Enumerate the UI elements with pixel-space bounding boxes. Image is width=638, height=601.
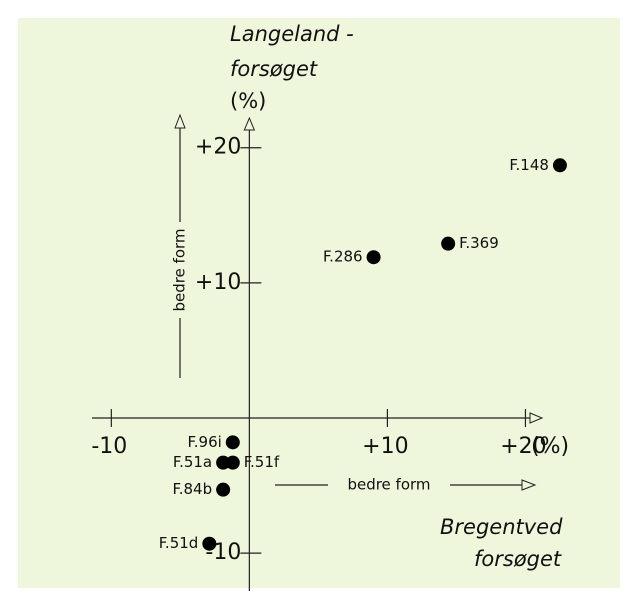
y-title: (%) [230,89,266,113]
x-title: Bregentved [440,515,563,539]
x-tick-label: +10 [362,434,408,459]
point [225,435,240,450]
x-title: forsøget [474,547,562,571]
point [441,236,456,251]
annotation-arrow [174,113,186,129]
x-axis-arrow [529,412,544,424]
point [216,455,231,470]
point-label: F.148 [509,156,549,174]
x-tick-label: -10 [91,434,127,459]
y-tick-label: +10 [195,270,241,295]
point [552,158,567,173]
x-unit: (%) [531,434,569,459]
panel [18,18,620,588]
y-axis-arrow [243,116,256,131]
y-title: forsøget [230,57,318,81]
point-label: F.51f [244,453,280,471]
annotation-arrow [521,479,537,491]
x-tick-label: +20 [500,434,546,459]
point [366,250,381,265]
point-label: F.96i [188,433,222,451]
annotation: bedre form [171,228,189,311]
point [225,455,240,470]
y-tick-label: +20 [195,135,241,160]
point-label: F.369 [459,234,499,252]
point [216,482,231,497]
point-label: F.84b [173,480,213,498]
point-label: F.286 [323,248,363,266]
point-label: F.51d [159,534,199,552]
annotation: bedre form [347,476,430,494]
point [202,536,217,551]
y-title: Langeland - [230,22,354,46]
point-label: F.51a [173,453,212,471]
